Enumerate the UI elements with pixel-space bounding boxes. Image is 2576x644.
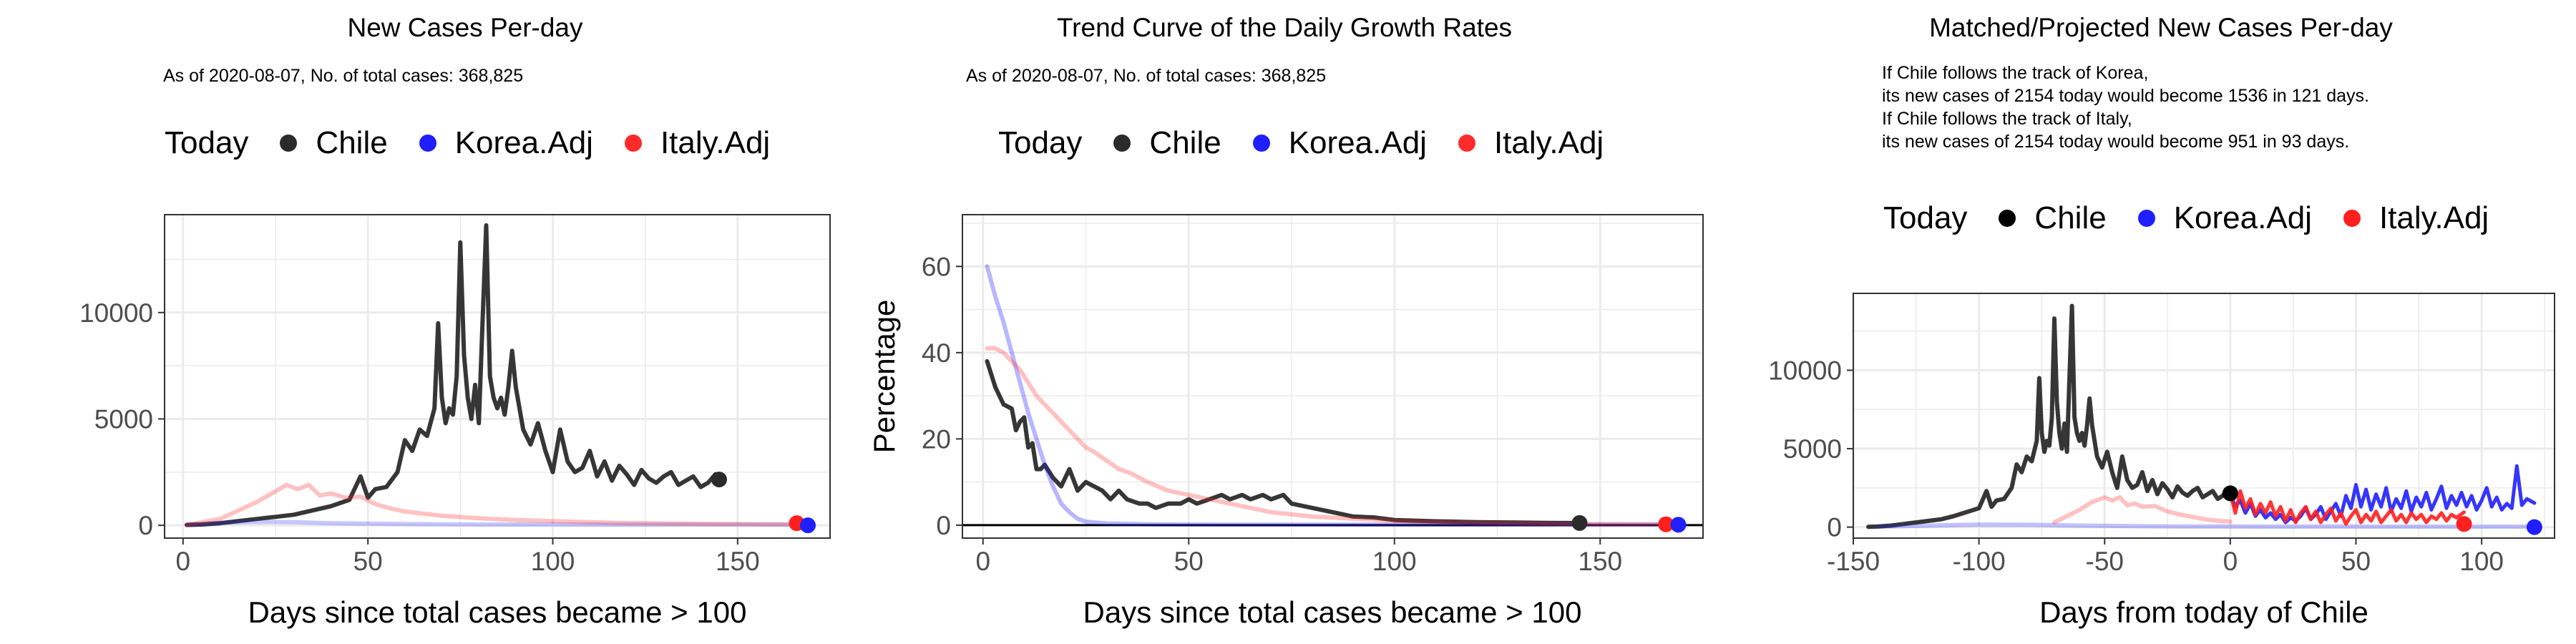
series-line-korea-adj <box>1876 522 2537 529</box>
x-tick-label: 50 <box>1174 547 1204 576</box>
legend-dot-italy <box>624 135 642 152</box>
y-tick-label: 40 <box>922 338 951 368</box>
series-line-italy-adj <box>185 482 799 527</box>
chart-title: New Cases Per-day <box>347 13 583 42</box>
today-point-korea-adj <box>2526 519 2542 535</box>
y-tick-label: 5000 <box>1783 434 1842 464</box>
legend-label-korea: Korea.Adj <box>2173 200 2312 235</box>
chart-matched-projected: -150 -100 -50 0 50 100 0 5000 10000 Days from tod… <box>1768 293 2555 629</box>
legend: Today Chile Korea.Adj Italy.Adj <box>998 125 1628 161</box>
plot-border <box>1853 293 2555 539</box>
legend-dot-chile <box>1999 210 2016 227</box>
panel-growth-rates: Trend Curve of the Daily Growth Rates As… <box>852 0 1710 644</box>
today-point-chile <box>2222 485 2238 502</box>
series-line-korea-adj-projected <box>2228 464 2537 525</box>
legend-dot-chile <box>280 135 298 152</box>
x-tick-label: -100 <box>1953 547 2006 576</box>
x-tick-label: -50 <box>2086 547 2124 576</box>
x-tick-label: 100 <box>1372 547 1417 576</box>
y-tick-label: 20 <box>922 424 951 454</box>
legend-label-korea: Korea.Adj <box>1288 125 1427 160</box>
x-tick-label: 0 <box>2223 547 2238 576</box>
today-point-korea-adj <box>1670 517 1687 533</box>
legend: Today Chile Korea.Adj Italy.Adj <box>165 125 794 161</box>
legend-label-chile: Chile <box>1149 125 1221 160</box>
subtitle-line: its new cases of 2154 today would become… <box>1882 132 2350 152</box>
legend-title: Today <box>998 125 1083 160</box>
legend-title: Today <box>1883 200 1968 235</box>
series-line-korea-adj <box>985 264 1681 527</box>
subtitle-line: its new cases of 2154 today would become… <box>1882 86 2369 106</box>
x-tick-label: 50 <box>2341 547 2371 576</box>
series-line-italy-adj-projected <box>2228 489 2466 526</box>
x-tick-label: 150 <box>1578 547 1622 576</box>
subtitle-line: If Chile follows the track of Korea, <box>1882 63 2149 83</box>
y-axis-title: Percentage <box>867 300 901 454</box>
chart-subtitle: As of 2020-08-07, No. of total cases: 36… <box>163 64 523 87</box>
x-tick-label: 50 <box>353 547 383 576</box>
y-tick-label: 5000 <box>94 404 153 434</box>
subtitle-line: As of 2020-08-07, No. of total cases: 36… <box>966 66 1327 86</box>
plot-border <box>164 214 831 539</box>
series-line-chile <box>985 358 1582 525</box>
chart-growth-rates: 0 50 100 150 0 20 40 60 Days since total cases b… <box>867 214 1704 629</box>
series-line-italy-adj <box>985 346 1669 527</box>
legend-label-chile: Chile <box>316 125 388 160</box>
x-tick-label: 100 <box>2459 547 2504 576</box>
legend-label-italy: Italy.Adj <box>2379 200 2489 235</box>
y-tick-label: 60 <box>922 252 951 281</box>
x-tick-label: 0 <box>176 547 191 576</box>
today-point-italy-adj <box>1658 516 1674 532</box>
x-axis-title: Days since total cases became > 100 <box>1083 595 1582 629</box>
subtitle-line: If Chile follows the track of Italy, <box>1882 109 2132 129</box>
chart-subtitle: If Chile follows the track of Korea, its… <box>1882 62 2369 153</box>
chart-subtitle: As of 2020-08-07, No. of total cases: 36… <box>966 64 1326 87</box>
chart-new-cases: 0 50 100 150 0 5000 10000 Days since total case… <box>79 214 831 629</box>
y-tick-label: 10000 <box>1768 356 1842 385</box>
legend-label-italy: Italy.Adj <box>1493 125 1604 160</box>
legend-dot-korea <box>419 135 436 152</box>
y-tick-label: 0 <box>138 511 153 540</box>
plot-border <box>962 214 1704 539</box>
panel-matched-projected: Matched/Projected New Cases Per-day If C… <box>1710 0 2576 644</box>
series-line-italy-adj <box>2052 495 2233 525</box>
x-tick-label: -150 <box>1827 547 1880 576</box>
legend-label-italy: Italy.Adj <box>660 125 771 160</box>
x-tick-label: 0 <box>975 547 990 576</box>
subtitle-line: As of 2020-08-07, No. of total cases: 36… <box>163 66 524 86</box>
series-line-chile <box>185 223 721 527</box>
series-line-chile <box>1866 303 2233 530</box>
panel-new-cases: New Cases Per-day As of 2020-08-07, No. … <box>0 0 852 644</box>
x-axis-title: Days from today of Chile <box>2039 595 2368 629</box>
chart-title: Trend Curve of the Daily Growth Rates <box>1056 13 1513 42</box>
y-tick-label: 10000 <box>79 298 153 328</box>
today-point-chile <box>1571 514 1588 531</box>
legend: Today Chile Korea.Adj Italy.Adj <box>1883 200 2513 236</box>
x-tick-label: 100 <box>531 547 575 576</box>
today-point-italy-adj <box>2456 516 2472 532</box>
legend-label-korea: Korea.Adj <box>454 125 593 160</box>
legend-dot-chile <box>1113 135 1131 152</box>
today-point-korea-adj <box>800 517 816 534</box>
today-point-chile <box>711 472 727 488</box>
x-tick-label: 150 <box>716 547 760 576</box>
y-tick-label: 0 <box>1827 513 1842 542</box>
y-tick-label: 0 <box>936 511 951 540</box>
legend-dot-italy <box>1458 135 1475 152</box>
legend-dot-korea <box>1252 135 1270 152</box>
series-line-korea-adj <box>185 519 806 527</box>
legend-title: Today <box>165 125 249 160</box>
x-axis-title: Days since total cases became > 100 <box>248 595 747 629</box>
legend-dot-italy <box>2343 210 2361 227</box>
legend-dot-korea <box>2137 210 2155 227</box>
legend-label-chile: Chile <box>2034 200 2107 235</box>
chart-title: Matched/Projected New Cases Per-day <box>1929 13 2393 42</box>
